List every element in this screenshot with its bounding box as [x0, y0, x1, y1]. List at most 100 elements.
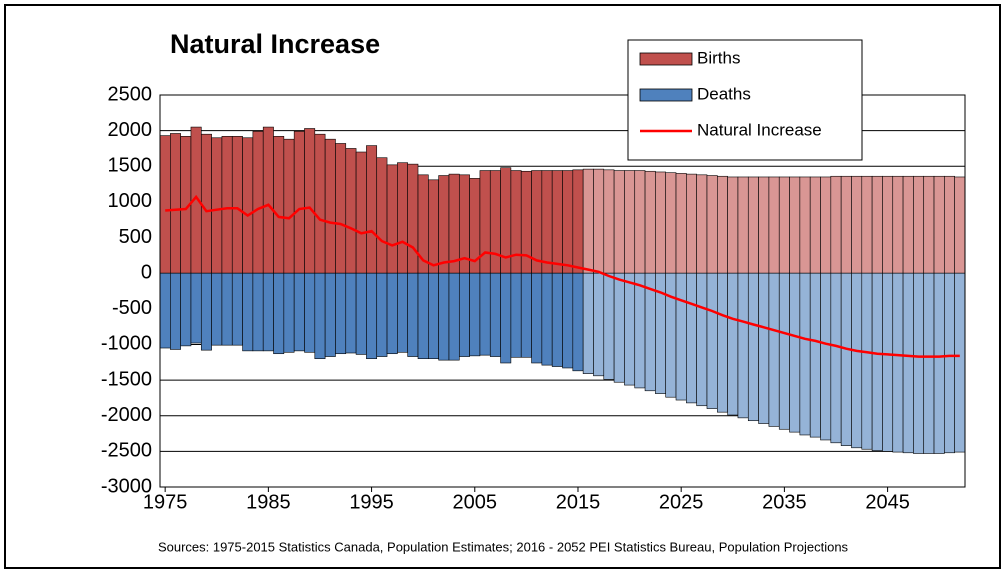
bar — [180, 272, 192, 347]
bar — [211, 272, 223, 346]
chart-title: Natural Increase — [170, 29, 380, 59]
bar — [190, 272, 202, 344]
bar — [489, 272, 501, 357]
y-tick-label: 2000 — [108, 119, 153, 141]
y-tick-label: 0 — [141, 261, 152, 283]
x-tick-label: 2015 — [556, 491, 601, 513]
bar — [159, 135, 171, 274]
bar — [954, 272, 966, 453]
bar — [892, 272, 904, 453]
bar — [768, 272, 780, 427]
bar — [675, 272, 687, 401]
bar — [159, 272, 171, 349]
bar — [613, 170, 625, 274]
bar — [541, 272, 553, 366]
bar — [882, 175, 894, 274]
bar — [820, 272, 832, 441]
bar — [562, 170, 574, 274]
bar — [304, 128, 316, 274]
bar — [944, 272, 955, 454]
bar — [902, 175, 914, 274]
bar — [355, 151, 367, 274]
bar — [799, 176, 811, 274]
bar — [293, 272, 305, 352]
bar — [428, 272, 439, 360]
bar — [923, 175, 935, 274]
bar — [262, 126, 274, 274]
y-tick-label: -2500 — [101, 440, 152, 462]
bar — [778, 176, 790, 274]
bar — [582, 168, 594, 274]
bar — [200, 272, 212, 351]
bar — [510, 170, 522, 274]
bar — [634, 272, 646, 389]
bar — [913, 272, 925, 454]
bar — [479, 272, 491, 356]
bar — [933, 175, 945, 274]
bar — [809, 272, 821, 438]
bar — [448, 272, 460, 361]
bar — [211, 137, 223, 274]
y-tick-label: -500 — [112, 297, 152, 319]
bar — [655, 171, 667, 274]
bar — [510, 272, 522, 358]
y-tick-label: 500 — [119, 226, 152, 248]
bar — [376, 272, 388, 357]
bar — [221, 272, 233, 346]
bar — [840, 175, 852, 274]
bar — [376, 157, 388, 274]
bar — [479, 170, 491, 274]
bar — [840, 272, 852, 446]
y-tick-label: -1000 — [101, 333, 152, 355]
bar — [706, 175, 718, 274]
x-tick-label: 1975 — [143, 491, 188, 513]
bar — [789, 176, 801, 274]
bar — [686, 272, 697, 404]
bar — [665, 172, 677, 274]
bar — [871, 272, 883, 451]
bar — [458, 272, 470, 357]
bar — [345, 148, 357, 274]
bar — [273, 272, 285, 355]
bar — [861, 272, 873, 450]
bar — [531, 272, 543, 364]
bar — [273, 136, 285, 274]
x-tick-label: 2035 — [762, 491, 807, 513]
bar — [252, 272, 264, 352]
y-tick-label: 1000 — [108, 190, 153, 212]
bar — [727, 176, 739, 274]
bar — [603, 169, 615, 274]
bar — [737, 272, 749, 419]
bar — [438, 175, 450, 274]
legend-swatch — [639, 52, 693, 66]
bar — [644, 170, 656, 274]
bar — [551, 170, 563, 274]
bar — [335, 272, 347, 355]
x-tick-label: 1985 — [246, 491, 291, 513]
bar — [624, 170, 636, 274]
bar — [324, 138, 336, 274]
x-tick-label: 1995 — [349, 491, 394, 513]
bar — [582, 272, 594, 374]
bar — [799, 272, 811, 436]
bar — [851, 175, 863, 274]
bar — [758, 272, 770, 424]
bar — [634, 170, 646, 274]
bar — [603, 272, 615, 380]
bar — [696, 272, 708, 407]
bar — [717, 272, 728, 413]
bar — [913, 175, 925, 274]
bar — [851, 272, 863, 449]
bar — [871, 175, 883, 274]
bar — [613, 272, 625, 383]
bar — [737, 176, 749, 274]
bar — [417, 272, 429, 360]
y-tick-label: -1500 — [101, 368, 152, 390]
bar — [665, 272, 677, 398]
bar — [345, 272, 357, 354]
bar — [830, 175, 842, 274]
source-note: Sources: 1975-2015 Statistics Canada, Po… — [158, 539, 849, 554]
bar — [366, 145, 378, 274]
bar — [407, 272, 419, 357]
plot-border — [159, 94, 966, 488]
